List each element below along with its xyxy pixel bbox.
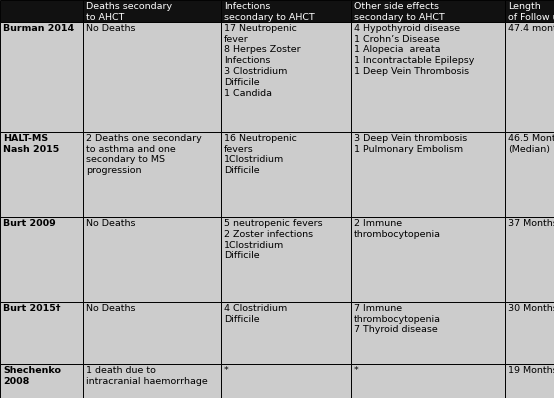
Text: Burman 2014: Burman 2014 bbox=[3, 24, 74, 33]
Bar bbox=[505, 217, 554, 302]
Text: 5 neutropenic fevers
2 Zoster infections
1Clostridium
Difficile: 5 neutropenic fevers 2 Zoster infections… bbox=[224, 219, 322, 260]
Bar bbox=[83, 132, 221, 217]
Bar bbox=[83, 217, 221, 302]
Text: 16 Neutropenic
fevers
1Clostridium
Difficile: 16 Neutropenic fevers 1Clostridium Diffi… bbox=[224, 134, 297, 175]
Text: Other side effects
secondary to AHCT: Other side effects secondary to AHCT bbox=[354, 2, 445, 22]
Bar bbox=[505, 364, 554, 398]
Text: Shechenko
2008: Shechenko 2008 bbox=[3, 366, 61, 386]
Text: Length
of Follow up: Length of Follow up bbox=[508, 2, 554, 22]
Text: 19 Months: 19 Months bbox=[508, 366, 554, 375]
Bar bbox=[83, 302, 221, 364]
Bar bbox=[351, 132, 505, 217]
Bar bbox=[0, 302, 83, 364]
Bar bbox=[505, 0, 554, 22]
Text: 4 Clostridium
Difficile: 4 Clostridium Difficile bbox=[224, 304, 288, 324]
Bar bbox=[221, 302, 351, 364]
Bar bbox=[221, 22, 351, 132]
Text: 3 Deep Vein thrombosis
1 Pulmonary Embolism: 3 Deep Vein thrombosis 1 Pulmonary Embol… bbox=[354, 134, 467, 154]
Text: 7 Immune
thrombocytopenia
7 Thyroid disease: 7 Immune thrombocytopenia 7 Thyroid dise… bbox=[354, 304, 441, 334]
Bar bbox=[351, 364, 505, 398]
Bar bbox=[83, 22, 221, 132]
Text: 47.4 months: 47.4 months bbox=[508, 24, 554, 33]
Text: No Deaths: No Deaths bbox=[86, 24, 136, 33]
Text: 4 Hypothyroid disease
1 Crohn’s Disease
1 Alopecia  areata
1 Incontractable Epil: 4 Hypothyroid disease 1 Crohn’s Disease … bbox=[354, 24, 474, 76]
Text: 46.5 Months
(Median): 46.5 Months (Median) bbox=[508, 134, 554, 154]
Bar bbox=[0, 132, 83, 217]
Text: *: * bbox=[354, 366, 359, 375]
Bar bbox=[505, 22, 554, 132]
Bar bbox=[351, 217, 505, 302]
Bar bbox=[351, 22, 505, 132]
Bar bbox=[83, 364, 221, 398]
Bar bbox=[0, 364, 83, 398]
Text: 37 Months: 37 Months bbox=[508, 219, 554, 228]
Bar bbox=[221, 217, 351, 302]
Text: Deaths secondary
to AHCT: Deaths secondary to AHCT bbox=[86, 2, 172, 22]
Bar bbox=[505, 302, 554, 364]
Text: HALT-MS
Nash 2015: HALT-MS Nash 2015 bbox=[3, 134, 59, 154]
Text: No Deaths: No Deaths bbox=[86, 219, 136, 228]
Bar bbox=[0, 0, 83, 22]
Bar bbox=[505, 132, 554, 217]
Text: 1 death due to
intracranial haemorrhage: 1 death due to intracranial haemorrhage bbox=[86, 366, 208, 386]
Text: 2 Immune
thrombocytopenia: 2 Immune thrombocytopenia bbox=[354, 219, 441, 239]
Bar bbox=[351, 302, 505, 364]
Bar bbox=[221, 132, 351, 217]
Text: Infections
secondary to AHCT: Infections secondary to AHCT bbox=[224, 2, 315, 22]
Text: *: * bbox=[224, 366, 229, 375]
Bar bbox=[351, 0, 505, 22]
Bar bbox=[221, 364, 351, 398]
Bar bbox=[83, 0, 221, 22]
Text: 2 Deaths one secondary
to asthma and one
secondary to MS
progression: 2 Deaths one secondary to asthma and one… bbox=[86, 134, 202, 175]
Text: Burt 2015†: Burt 2015† bbox=[3, 304, 60, 313]
Text: 17 Neutropenic
fever
8 Herpes Zoster
Infections
3 Clostridium
Difficile
1 Candid: 17 Neutropenic fever 8 Herpes Zoster Inf… bbox=[224, 24, 301, 98]
Text: No Deaths: No Deaths bbox=[86, 304, 136, 313]
Text: 30 Months: 30 Months bbox=[508, 304, 554, 313]
Bar bbox=[0, 22, 83, 132]
Text: Burt 2009: Burt 2009 bbox=[3, 219, 56, 228]
Bar bbox=[0, 217, 83, 302]
Bar bbox=[221, 0, 351, 22]
